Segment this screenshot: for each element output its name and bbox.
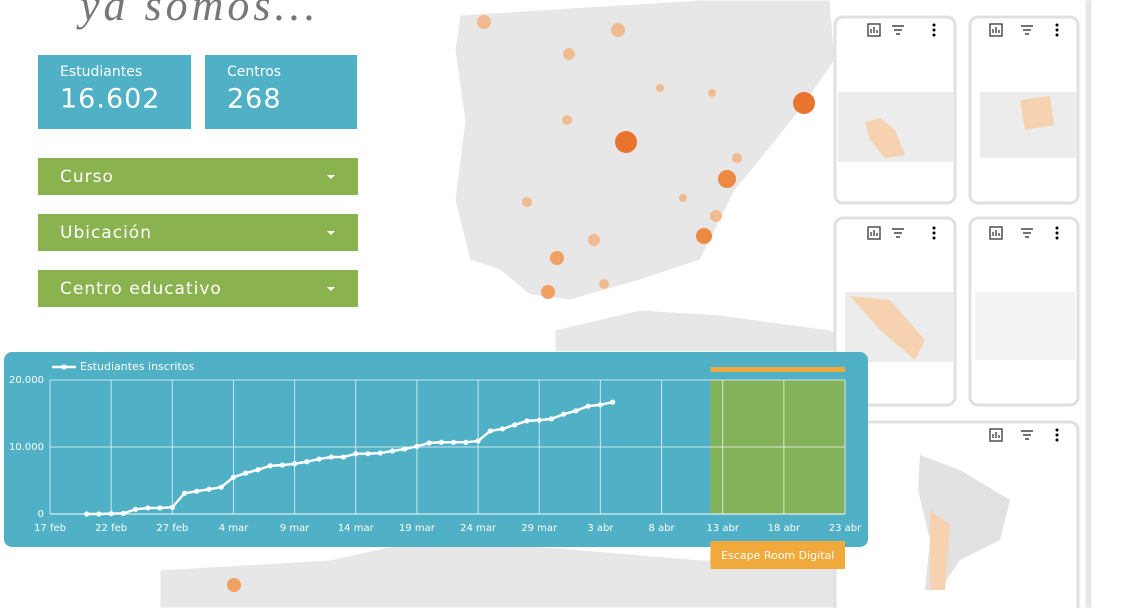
data-point: [206, 486, 212, 492]
data-point: [499, 426, 506, 432]
legend-label: Estudiantes inscritos: [80, 360, 194, 373]
data-point: [548, 416, 555, 422]
x-tick-label: 24 mar: [460, 523, 497, 534]
data-point: [463, 439, 469, 445]
data-point: [120, 510, 126, 516]
data-point: [169, 504, 175, 510]
y-tick-label: 0: [38, 509, 44, 520]
dropdown-box[interactable]: [38, 270, 358, 307]
data-point: [426, 440, 432, 446]
data-point: [475, 438, 481, 444]
filter-dropdown[interactable]: Centro educativo: [38, 270, 358, 307]
dropdown-caret[interactable]: [327, 231, 335, 235]
data-point: [84, 511, 90, 517]
data-point: [304, 459, 310, 465]
x-tick-label: 23 abr: [829, 523, 862, 534]
data-point: [133, 506, 139, 512]
data-point: [194, 488, 200, 494]
data-point: [96, 511, 102, 517]
dropdown-caret[interactable]: [327, 287, 335, 291]
data-point: [365, 451, 371, 457]
y-tick-label: 20.000: [9, 375, 44, 386]
data-point: [157, 505, 163, 511]
kpi-value: 16.602: [60, 84, 160, 115]
x-tick-label: 22 feb: [95, 523, 127, 534]
data-point: [487, 428, 493, 434]
x-tick-label: 19 mar: [399, 523, 436, 534]
data-point: [585, 403, 591, 409]
x-tick-label: 8 abr: [648, 523, 675, 534]
chart-panel: [4, 352, 868, 547]
data-point: [610, 399, 616, 405]
data-point: [181, 490, 188, 496]
x-tick-label: 4 mar: [219, 523, 249, 534]
kpi-card: [38, 55, 191, 129]
data-point: [328, 454, 334, 460]
kpi-value: 268: [227, 84, 282, 115]
highlight-bar: [710, 367, 845, 372]
x-tick-label: 9 mar: [280, 523, 310, 534]
dropdown-box[interactable]: [38, 214, 358, 251]
data-point: [279, 462, 285, 468]
data-point: [573, 408, 579, 414]
kpi-label: Estudiantes: [60, 64, 142, 80]
filter-dropdown[interactable]: Curso: [38, 158, 358, 195]
data-point: [243, 470, 249, 476]
x-tick-label: 29 mar: [521, 523, 558, 534]
kpis: Estudiantes 16.602 Centros 268: [38, 55, 357, 129]
data-point: [438, 439, 444, 445]
chart: Escape Room Digital 0 10.000 20.000 17 feb 22…: [9, 360, 862, 569]
legend-marker: [61, 364, 67, 370]
annotation-label: Escape Room Digital: [721, 549, 834, 562]
kpi-label: Centros: [227, 64, 281, 80]
panel-icons[interactable]: [867, 23, 1059, 442]
data-point: [524, 418, 530, 424]
data-point: [402, 446, 408, 452]
data-point: [255, 467, 261, 473]
y-tick-label: 10.000: [9, 442, 44, 453]
data-point: [451, 439, 457, 445]
data-point: [389, 448, 396, 454]
page-title: ya somos...: [76, 0, 320, 30]
x-tick-label: 13 abr: [706, 523, 739, 534]
map: [159, 0, 1093, 609]
dropdown-caret[interactable]: [327, 175, 335, 179]
x-tick-label: 18 abr: [768, 523, 801, 534]
data-point: [512, 422, 518, 428]
data-point: [597, 402, 603, 408]
x-tick-label: 3 abr: [587, 523, 614, 534]
data-point: [561, 411, 567, 417]
data-point: [267, 463, 273, 469]
data-point: [377, 450, 383, 456]
data-point: [292, 461, 298, 467]
data-point: [414, 443, 420, 449]
filters: Curso Ubicación Centro educativo: [38, 158, 358, 307]
filter-dropdown[interactable]: Ubicación: [38, 214, 358, 251]
data-point: [145, 505, 151, 511]
data-point: [340, 454, 347, 460]
dropdown-label[interactable]: Ubicación: [60, 223, 152, 243]
side-panels: [833, 15, 1080, 612]
data-point: [536, 417, 542, 423]
data-point: [316, 456, 322, 462]
dropdown-label[interactable]: Centro educativo: [60, 279, 222, 299]
x-tick-label: 27 feb: [156, 523, 188, 534]
dropdown-box[interactable]: [38, 158, 358, 195]
data-point: [218, 484, 224, 490]
data-point: [353, 451, 359, 457]
dropdown-label[interactable]: Curso: [60, 167, 114, 187]
x-tick-label: 17 feb: [34, 523, 66, 534]
kpi-card: [205, 55, 357, 129]
data-point: [230, 474, 237, 480]
x-tick-label: 14 mar: [338, 523, 375, 534]
data-point: [108, 511, 114, 517]
annotation-box: [710, 541, 845, 569]
